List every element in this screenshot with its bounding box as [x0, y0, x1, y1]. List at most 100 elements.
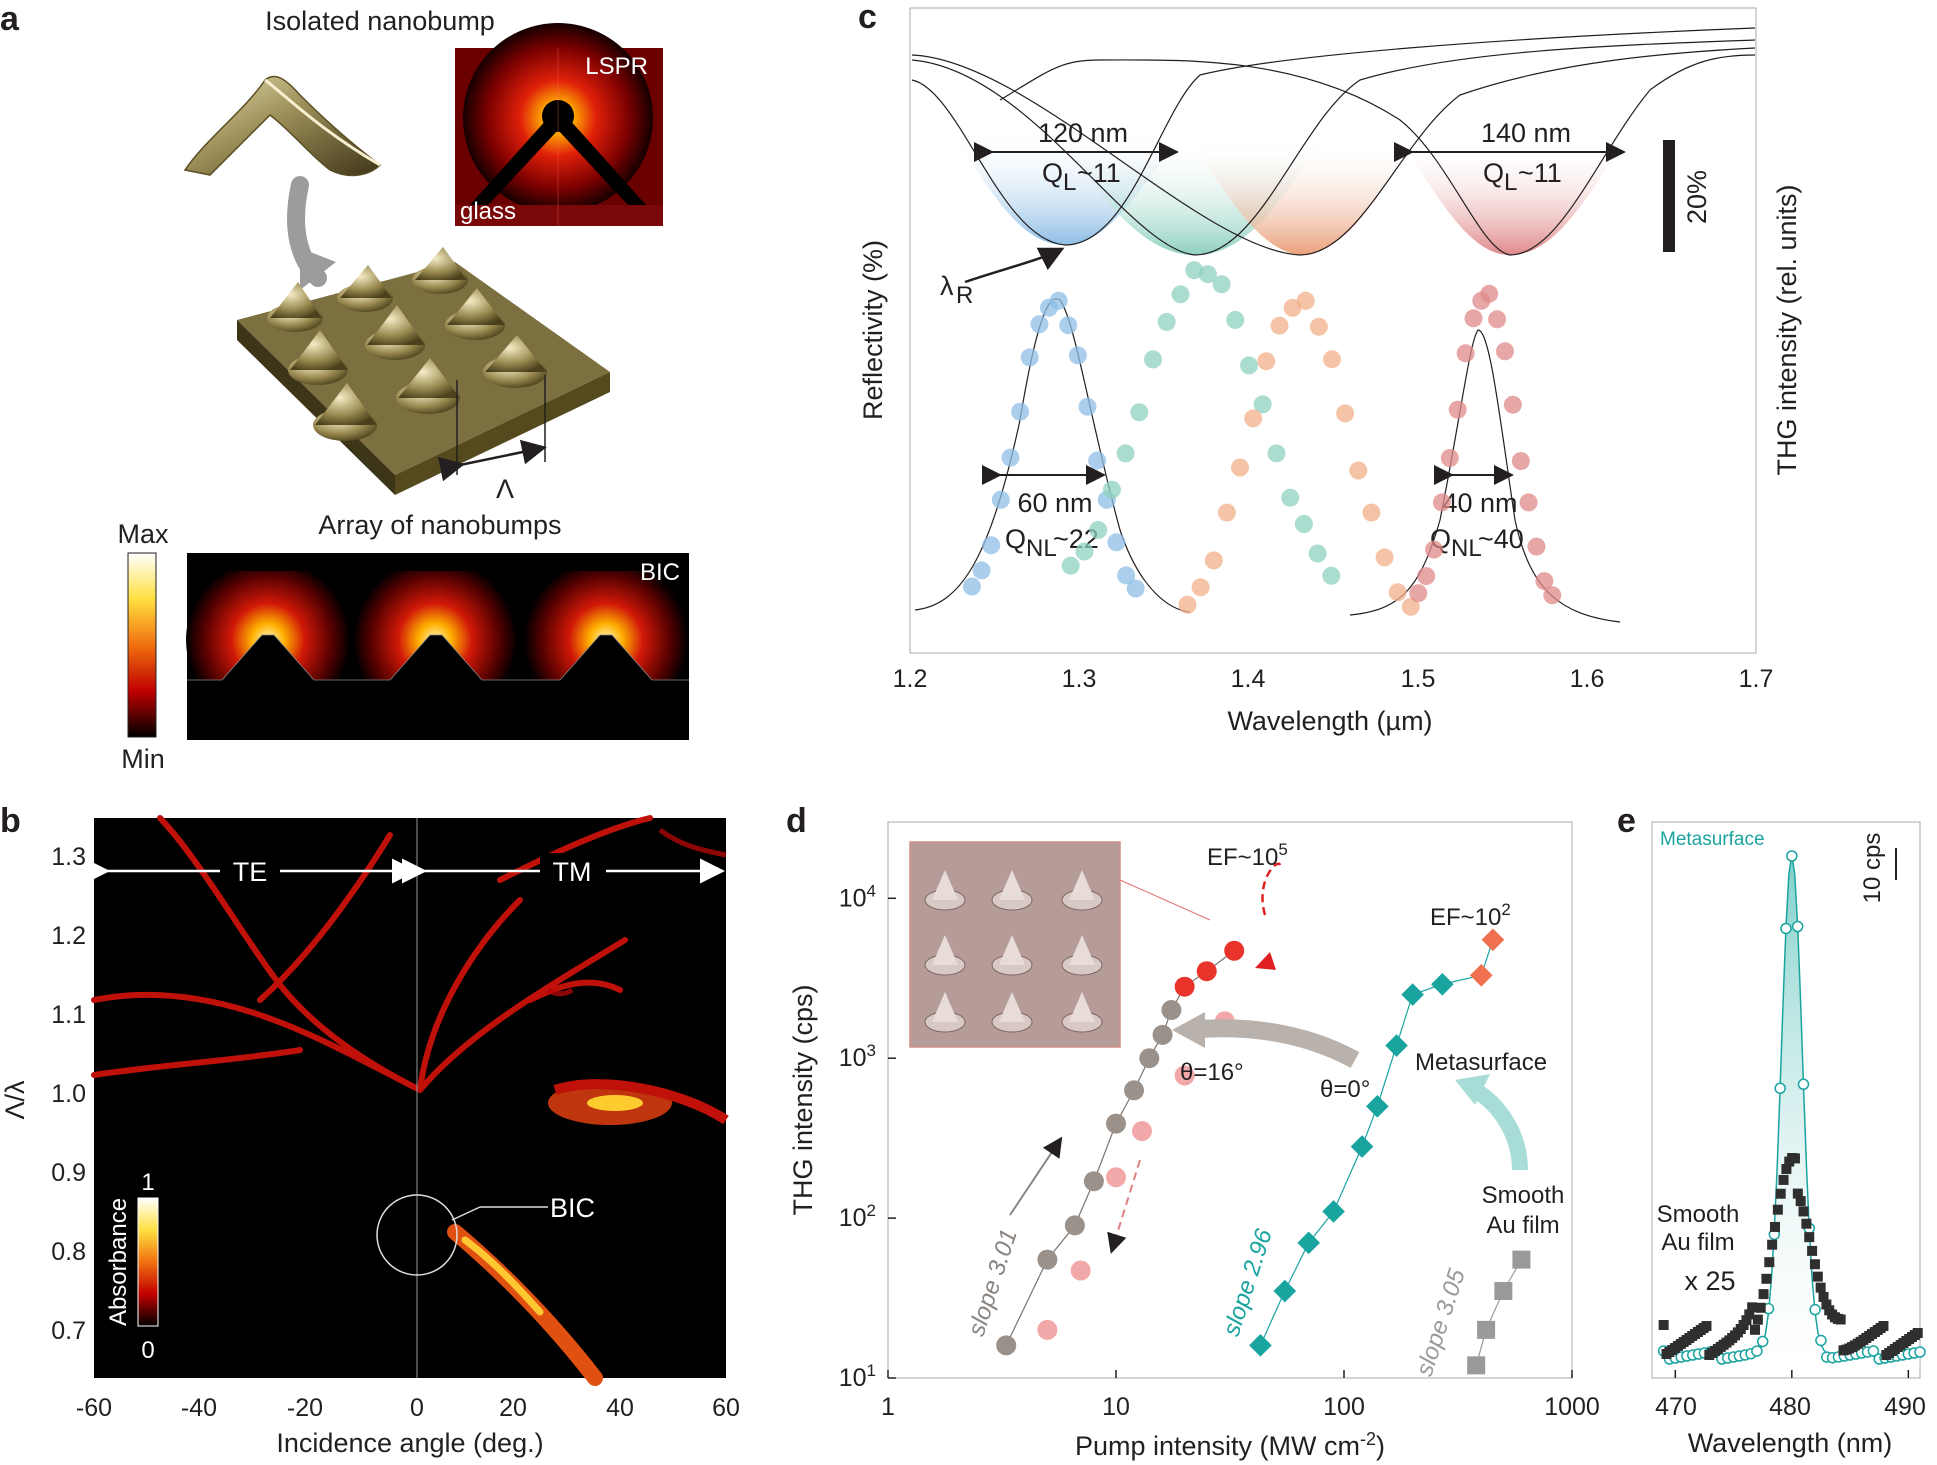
- e-smooth-point: [1747, 1302, 1758, 1313]
- e-smooth-point: [1755, 1302, 1766, 1313]
- d-theta16: θ=16°: [1180, 1059, 1244, 1086]
- thg-dot: [1267, 444, 1286, 463]
- thg-dot: [1130, 403, 1149, 422]
- e-smooth-point: [1792, 1188, 1803, 1199]
- d-point: [1124, 1080, 1145, 1101]
- e-smooth-point: [1767, 1239, 1778, 1250]
- e-times-25: x 25: [1684, 1266, 1735, 1296]
- d-point: [1481, 928, 1505, 952]
- ef-curl-arrowhead: [1255, 952, 1276, 970]
- thg-dot: [1519, 493, 1538, 512]
- e-smooth-point: [1658, 1320, 1669, 1330]
- d-point: [1401, 983, 1424, 1006]
- e-smooth-point: [1744, 1309, 1755, 1320]
- thg-dot: [1178, 595, 1197, 614]
- thg-dot: [1102, 480, 1121, 499]
- d-point: [1152, 1024, 1173, 1045]
- e-smooth-point: [1778, 1174, 1789, 1185]
- d-point: [1083, 1171, 1104, 1192]
- d-xtick-label: 10: [1102, 1393, 1130, 1421]
- c-ann-120nm: 120 nm: [1038, 118, 1128, 148]
- c-xtick: 1.5: [1401, 665, 1436, 693]
- e-smooth-point: [1801, 1218, 1812, 1229]
- colorbar-max-label: Max: [117, 519, 169, 549]
- isolated-nanobump-title: Isolated nanobump: [265, 6, 495, 36]
- thg-dot: [1088, 451, 1107, 470]
- b-xtick: -40: [181, 1394, 217, 1422]
- thg-dot: [1212, 275, 1231, 294]
- e-xlabel: Wavelength (nm): [1688, 1428, 1893, 1458]
- d-xlabel: Pump intensity (MW cm-2): [1075, 1429, 1385, 1461]
- colorbar-a: [127, 552, 157, 738]
- c-lambda-r: λ: [940, 271, 954, 301]
- absorbance-colorbar-min: 0: [141, 1337, 154, 1364]
- te-label: TE: [233, 857, 268, 887]
- e-smooth-point: [1750, 1324, 1761, 1335]
- e-metasurface-point: [1815, 1334, 1827, 1347]
- panel-c-ticks: 1.2 1.3 1.4 1.5 1.6 1.7: [893, 665, 1774, 693]
- c-scale-bar-label: 20%: [1682, 170, 1712, 224]
- thg-dot: [1432, 493, 1451, 512]
- d-point: [1064, 1215, 1085, 1236]
- d-point: [1512, 1250, 1531, 1269]
- b-ytick: 1.1: [51, 1001, 86, 1029]
- thg-dot: [1456, 344, 1475, 363]
- e-metasurface-label: Metasurface: [1660, 829, 1765, 850]
- colorbar-min-label: Min: [121, 744, 165, 774]
- e-metasurface-point: [1867, 1345, 1880, 1357]
- d-xtick-label: 1: [881, 1393, 895, 1421]
- thg-dot: [1336, 404, 1355, 423]
- c-xtick: 1.4: [1231, 665, 1266, 693]
- d-fit-line: [1475, 1259, 1522, 1366]
- thg-dot: [1089, 521, 1108, 539]
- e-metasurface-point: [1751, 1345, 1763, 1357]
- thg-dot: [962, 577, 981, 596]
- c-qnl-40: ~40: [1478, 524, 1524, 554]
- d-slope-3: slope 3.05: [1411, 1265, 1471, 1379]
- c-xtick: 1.7: [1739, 665, 1774, 693]
- d-point: [1366, 1095, 1389, 1118]
- d-point: [1494, 1282, 1513, 1301]
- theta-arrow: [1189, 1019, 1360, 1068]
- b-xtick: 60: [712, 1394, 740, 1422]
- thg-dot: [1191, 578, 1210, 597]
- b-xtick: 0: [410, 1394, 424, 1422]
- thg-dot: [1116, 444, 1135, 463]
- theta-arrowhead: [1172, 1012, 1205, 1048]
- e-smooth-point: [1807, 1245, 1818, 1256]
- thg-dot: [1511, 452, 1530, 470]
- e-smooth-point: [1912, 1328, 1923, 1338]
- thg-dot: [1204, 551, 1223, 570]
- sem-inset: [909, 841, 1211, 1048]
- c-ylabel-right: THG intensity (rel. units): [1772, 184, 1802, 475]
- thg-dot: [1126, 579, 1145, 598]
- thg-dot: [1440, 449, 1459, 467]
- transform-arrowhead: [300, 248, 336, 290]
- thg-dot: [1075, 542, 1094, 561]
- thg-dot: [991, 490, 1010, 509]
- d-point: [1139, 1048, 1160, 1069]
- thg-dot: [1388, 583, 1407, 602]
- e-smooth-point: [1878, 1320, 1889, 1331]
- d-point: [1070, 1260, 1091, 1281]
- bic-map-label: BIC: [640, 559, 680, 586]
- lspr-label: LSPR: [585, 53, 648, 80]
- tm-label: TM: [553, 857, 592, 887]
- thg-dot: [1323, 350, 1341, 369]
- lambda-r-arrow: [964, 247, 1065, 284]
- thg-dot: [1107, 533, 1126, 552]
- d-point: [1469, 963, 1493, 987]
- absorbance-colorbar-max: 1: [141, 1169, 154, 1196]
- panel-label-c: c: [858, 0, 877, 36]
- thg-fit-right: [1349, 329, 1621, 623]
- e-metasurface-point: [1914, 1346, 1926, 1358]
- thg-dot: [1240, 356, 1258, 375]
- d-slope-2: slope 2.96: [1218, 1225, 1278, 1339]
- d-ytick-label: 104: [839, 881, 876, 912]
- e-smooth-point: [1789, 1153, 1800, 1164]
- e-metasurface-point: [1774, 1082, 1786, 1095]
- panel-label-b: b: [0, 802, 21, 840]
- thg-dot: [1349, 461, 1368, 480]
- e-smooth-point: [1804, 1232, 1815, 1243]
